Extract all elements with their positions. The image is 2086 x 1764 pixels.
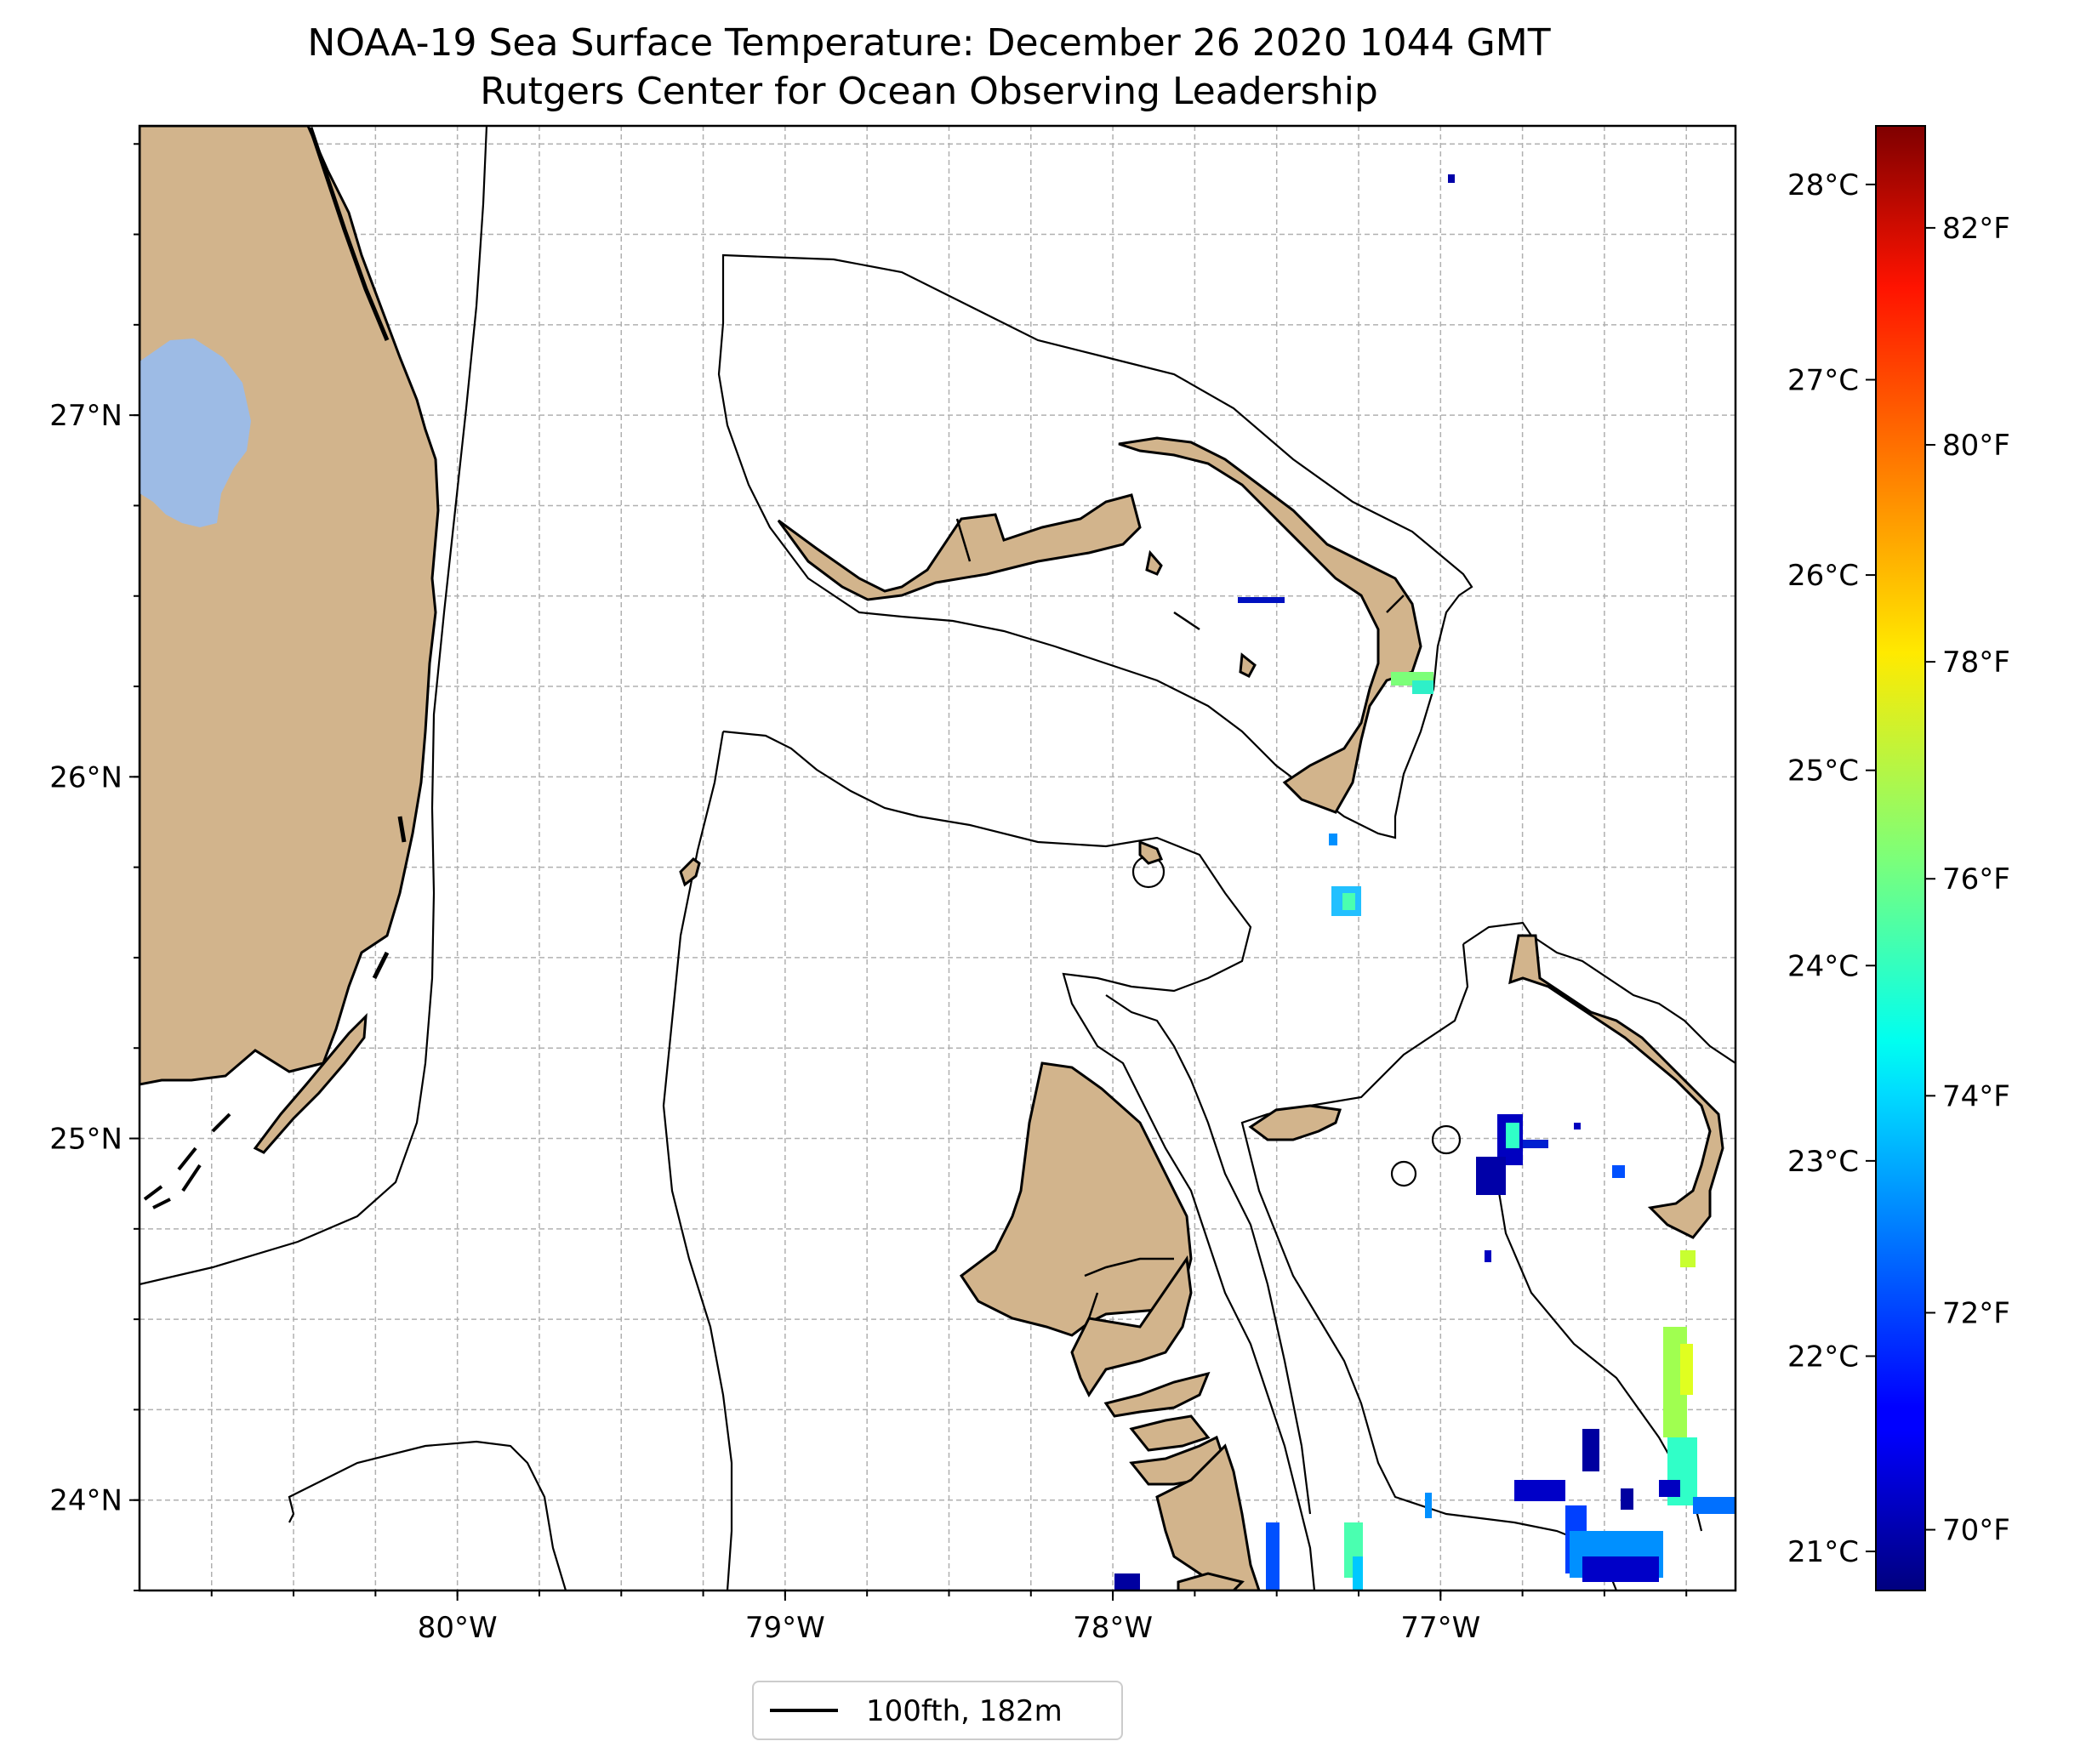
y-axis-ticks: 27°N 26°N 25°N 24°N (49, 143, 140, 1591)
y-tick-label: 24°N (49, 1484, 123, 1518)
colorbar-celsius-label: 23°C (1787, 1145, 1859, 1179)
legend-label-100fth: 100fth, 182m (866, 1694, 1063, 1728)
y-tick-label: 26°N (49, 760, 123, 794)
x-tick-label: 78°W (1073, 1611, 1153, 1645)
x-tick-label: 77°W (1400, 1611, 1480, 1645)
land-bahamas (679, 436, 1724, 1590)
legend-box (752, 1681, 1123, 1740)
colorbar-celsius-label: 28°C (1787, 168, 1859, 202)
x-axis-ticks: 80°W 79°W 78°W 77°W (210, 1590, 1688, 1645)
colorbar-fahrenheit-label: 76°F (1942, 862, 2010, 896)
colorbar-fahrenheit-label: 80°F (1942, 429, 2010, 463)
lake-okeechobee (140, 339, 251, 527)
map-frame (138, 124, 1737, 1592)
colorbar-gradient (1875, 125, 1926, 1591)
colorbar-celsius-label: 25°C (1787, 754, 1859, 788)
sst-pixels (1114, 174, 1735, 1590)
colorbar-fahrenheit-label: 82°F (1942, 212, 2010, 246)
contour-100fth (140, 126, 1735, 1590)
colorbar-celsius-label: 24°C (1787, 949, 1859, 983)
colorbar-fahrenheit-ticks: 70°F 72°F 74°F 76°F 78°F 80°F 82°F (1925, 212, 2010, 1548)
x-tick-label: 79°W (745, 1611, 825, 1645)
colorbar-fahrenheit-label: 72°F (1942, 1296, 2010, 1330)
map-plot-area (140, 126, 1735, 1590)
colorbar-celsius-label: 27°C (1787, 363, 1859, 397)
colorbar-fahrenheit-label: 74°F (1942, 1079, 2010, 1113)
colorbar-celsius-label: 21°C (1787, 1535, 1859, 1569)
land-florida-keys (253, 1013, 368, 1154)
bahamas-inner-lines (955, 518, 1405, 1319)
colorbar: 21°C 22°C 23°C 24°C 25°C 26°C 27°C 28°C 70°F 72°… (1787, 125, 2010, 1591)
y-tick-label: 25°N (49, 1123, 123, 1157)
x-tick-label: 80°W (418, 1611, 498, 1645)
map-title: NOAA-19 Sea Surface Temperature: Decembe… (307, 21, 1550, 65)
colorbar-celsius-label: 22°C (1787, 1340, 1859, 1374)
legend: 100fth, 182m (752, 1681, 1123, 1740)
colorbar-celsius-ticks: 21°C 22°C 23°C 24°C 25°C 26°C 27°C 28°C (1787, 168, 1876, 1569)
colorbar-fahrenheit-label: 78°F (1942, 646, 2010, 680)
barrier-island (308, 127, 407, 980)
map-subtitle: Rutgers Center for Ocean Observing Leade… (480, 70, 1378, 113)
colorbar-fahrenheit-label: 70°F (1942, 1514, 2010, 1548)
keys-chain (143, 1112, 231, 1209)
colorbar-celsius-label: 26°C (1787, 559, 1859, 593)
y-tick-label: 27°N (49, 399, 123, 433)
